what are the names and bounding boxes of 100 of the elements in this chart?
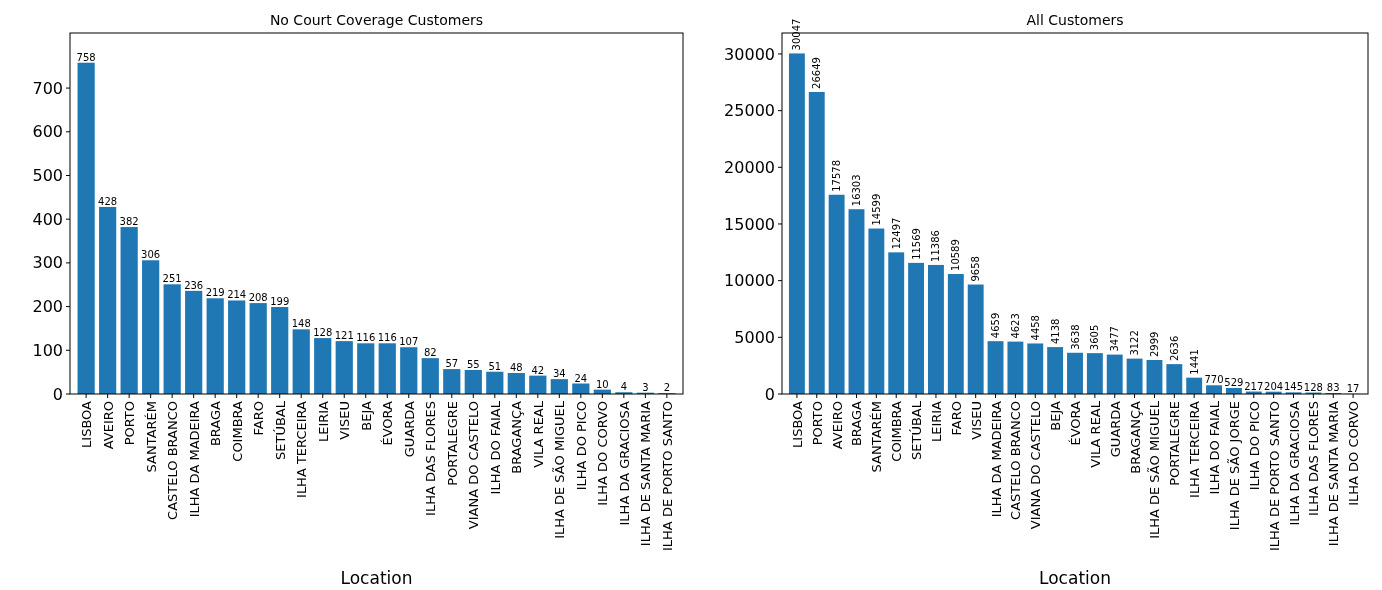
x-tick-label: SETÚBAL (272, 400, 288, 460)
data-label: 148 (291, 318, 311, 330)
x-tick-label: VILA REAL (530, 400, 546, 468)
data-label: 3 (642, 381, 649, 393)
data-label: 217 (1244, 380, 1264, 392)
x-tick-label: BRAGA (208, 400, 224, 447)
x-tick-label: ILHA DE SÃO JORGE (1226, 401, 1242, 531)
data-label: 12497 (890, 217, 902, 250)
x-tick-label: BEJA (1048, 400, 1064, 431)
x-tick-label: ILHA DO CORVO (595, 401, 611, 506)
data-label: 4138 (1049, 318, 1061, 345)
data-label: 4 (620, 381, 628, 393)
data-label: 4458 (1029, 315, 1041, 341)
data-label: 55 (466, 358, 480, 370)
x-tick-label: SANTARÉM (869, 401, 885, 473)
data-label: 128 (1303, 381, 1323, 393)
data-label: 83 (1326, 382, 1340, 394)
data-label: 24 (574, 372, 588, 384)
data-label: 2 (663, 382, 671, 394)
x-tick-label: VIANA DO CASTELO (1028, 401, 1044, 530)
data-label: 128 (313, 327, 333, 339)
x-tick-label: BRAGANÇA (1127, 400, 1143, 474)
data-label: 121 (334, 330, 354, 342)
data-label: 2999 (1148, 331, 1160, 358)
x-tick-label: ILHA DE SANTA MARIA (638, 400, 654, 547)
x-tick-label: FARO (948, 401, 964, 436)
data-label: 11569 (910, 228, 922, 260)
x-tick-label: ILHA TERCEIRA (294, 400, 310, 498)
y-tick-label: 10000 (724, 271, 775, 291)
x-tick-label: AVEIRO (100, 401, 116, 450)
data-label: 14599 (870, 193, 882, 226)
x-tick-label: SETÚBAL (909, 400, 925, 460)
data-label: 251 (162, 273, 182, 285)
y-tick-label: 400 (32, 209, 63, 229)
x-tick-label: AVEIRO (829, 401, 845, 450)
x-tick-label: ILHA DE SÃO MIGUEL (1147, 400, 1163, 539)
data-label: 758 (76, 51, 96, 63)
x-tick-label: LEIRIA (928, 400, 944, 443)
y-tick-label: 30000 (724, 44, 775, 64)
y-tick-label: 100 (32, 340, 63, 360)
y-tick-label: 700 (32, 78, 63, 98)
x-tick-label: ILHA DA MADEIRA (186, 400, 202, 518)
x-tick-label: PORTALEGRE (444, 401, 460, 486)
x-tick-label: ILHA DO FAIAL (487, 400, 503, 495)
x-tick-label: ILHA DO PICO (573, 401, 589, 491)
data-label: 26649 (811, 57, 823, 89)
data-label: 17 (1346, 382, 1360, 394)
x-tick-label: ILHA DO PICO (1246, 401, 1262, 491)
x-tick-label: GUARDA (401, 400, 417, 458)
data-label: 51 (488, 360, 502, 372)
data-label: 16303 (850, 174, 862, 207)
data-label: 3638 (1069, 324, 1081, 350)
data-label: 116 (356, 332, 376, 344)
y-tick-label: 20000 (724, 157, 775, 177)
data-label: 48 (509, 362, 523, 374)
x-tick-label: VISEU (337, 401, 353, 440)
x-tick-label: BRAGANÇA (509, 400, 525, 474)
x-tick-label: ILHA DA GRACIOSA (1286, 400, 1302, 526)
data-label: 30047 (791, 18, 803, 51)
x-tick-label: VIANA DO CASTELO (466, 401, 482, 530)
y-tick-label: 300 (32, 253, 63, 273)
data-label: 770 (1204, 374, 1224, 386)
x-tick-label: COIMBRA (229, 400, 245, 462)
data-label: 4659 (990, 312, 1002, 339)
x-tick-label: LEIRIA (315, 400, 331, 443)
x-tick-label: CASTELO BRANCO (165, 401, 181, 520)
data-label: 306 (141, 249, 161, 261)
data-label: 10589 (950, 239, 962, 271)
x-tick-label: ILHA DE PORTO SANTO (1266, 401, 1282, 551)
x-tick-label: ILHA DE PORTO SANTO (659, 401, 675, 551)
x-tick-label: ILHA DE SÃO MIGUEL (552, 400, 568, 539)
data-label: 382 (119, 216, 139, 228)
x-tick-label: CASTELO BRANCO (1008, 401, 1024, 520)
data-label: 82 (423, 347, 437, 359)
x-tick-label: ÉVORA (380, 400, 396, 446)
x-tick-label: ILHA DE SANTA MARIA (1326, 400, 1342, 547)
data-label: 1441 (1188, 349, 1200, 375)
data-label: 236 (184, 279, 204, 291)
data-label: 116 (377, 332, 397, 344)
chart-title: No Court Coverage Customers (269, 12, 484, 28)
x-axis-title: Location (340, 568, 413, 588)
x-tick-label: ILHA DAS FLORES (1306, 401, 1322, 516)
y-tick-label: 500 (32, 166, 63, 186)
x-tick-label: SANTARÉM (143, 401, 159, 473)
x-tick-label: PORTO (122, 401, 138, 446)
x-tick-label: LISBOA (79, 400, 95, 448)
x-tick-label: VILA REAL (1087, 400, 1103, 468)
x-tick-label: ILHA TERCEIRA (1187, 400, 1203, 498)
x-tick-label: PORTO (809, 401, 825, 446)
data-label: 42 (531, 364, 545, 376)
x-tick-label: ILHA DA GRACIOSA (616, 400, 632, 526)
data-label: 3122 (1129, 330, 1141, 356)
data-label: 4623 (1009, 313, 1021, 339)
data-label: 10 (595, 378, 609, 390)
y-tick-label: 25000 (724, 101, 775, 121)
x-tick-label: FARO (251, 401, 267, 436)
data-label: 2636 (1168, 335, 1180, 362)
x-tick-label: ILHA DAS FLORES (423, 401, 439, 516)
data-label: 208 (248, 292, 268, 304)
x-axis-title: Location (1039, 568, 1111, 588)
